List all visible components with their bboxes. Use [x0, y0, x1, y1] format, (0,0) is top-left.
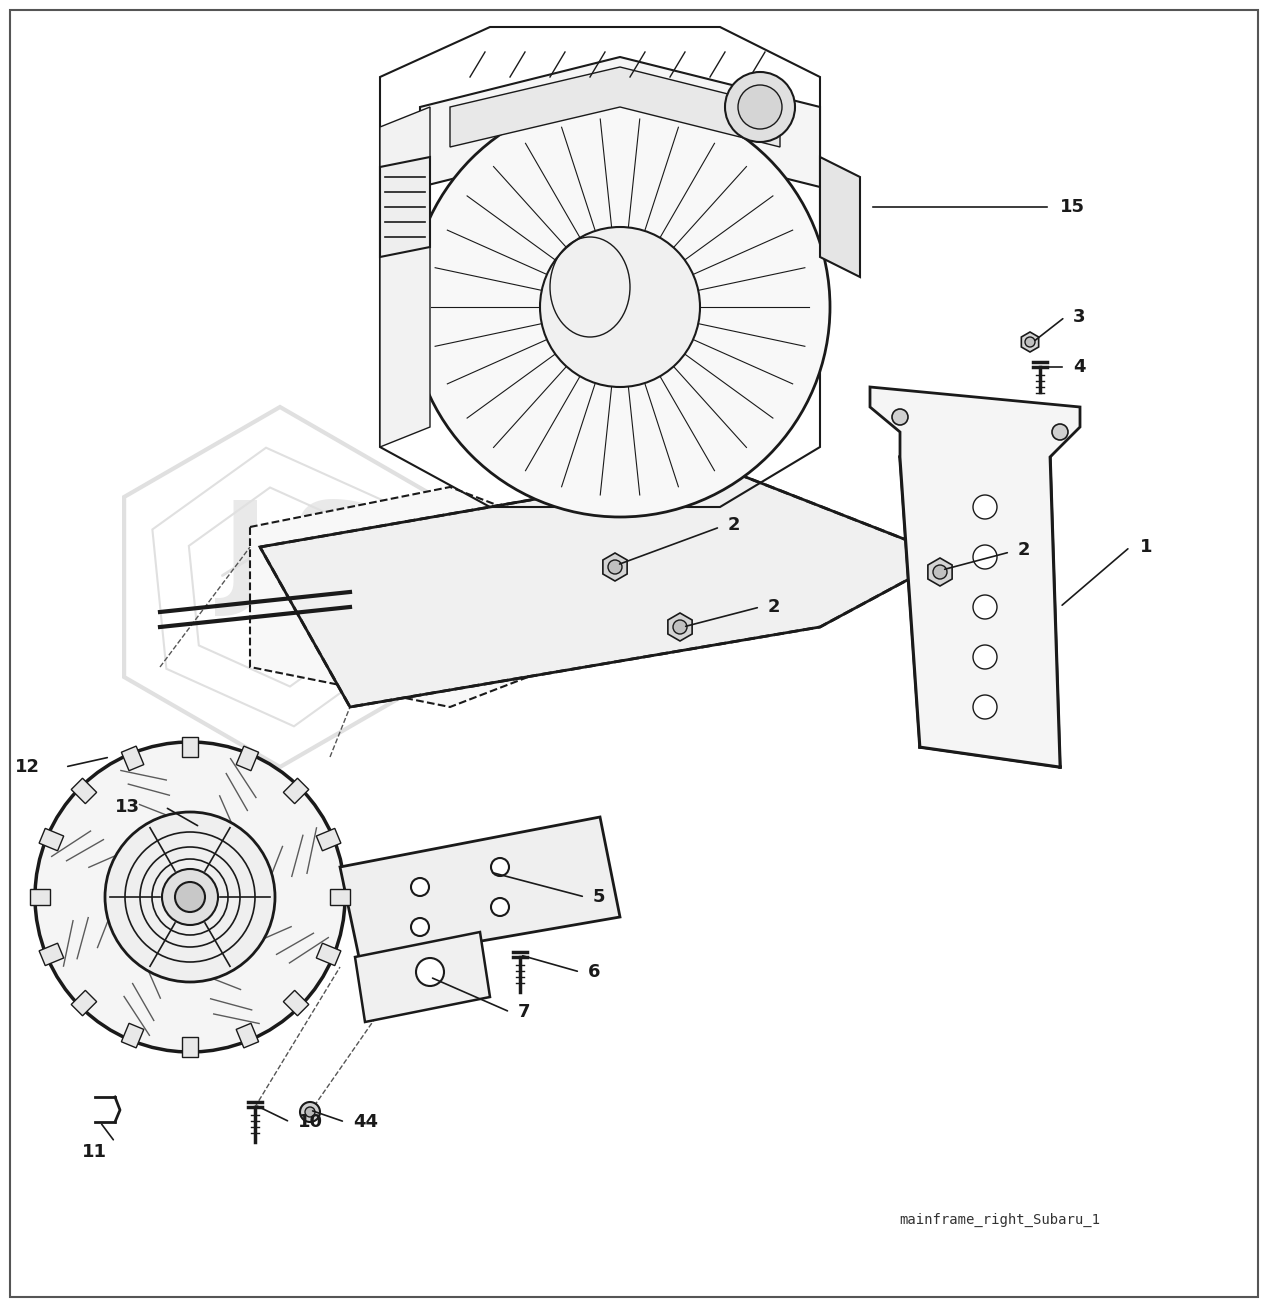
Circle shape	[607, 559, 623, 574]
Text: 44: 44	[353, 1114, 378, 1131]
Text: 2: 2	[768, 599, 781, 616]
Circle shape	[1052, 423, 1068, 440]
Text: J: J	[222, 497, 269, 617]
Text: 13: 13	[115, 799, 139, 816]
Polygon shape	[355, 932, 489, 1022]
Circle shape	[973, 595, 997, 620]
Text: 2: 2	[1018, 541, 1031, 559]
Circle shape	[738, 85, 782, 129]
Polygon shape	[380, 107, 430, 447]
Circle shape	[162, 869, 218, 925]
Text: 11: 11	[82, 1144, 107, 1161]
Polygon shape	[420, 58, 820, 187]
Circle shape	[1025, 337, 1035, 346]
Polygon shape	[1021, 332, 1038, 352]
Polygon shape	[260, 467, 950, 707]
Text: 15: 15	[1060, 197, 1085, 216]
Polygon shape	[39, 944, 63, 966]
Polygon shape	[450, 67, 780, 146]
Text: 1: 1	[1140, 538, 1153, 555]
Polygon shape	[602, 553, 628, 582]
Circle shape	[973, 644, 997, 669]
Polygon shape	[283, 778, 309, 804]
Polygon shape	[340, 817, 620, 962]
Text: 6: 6	[588, 963, 601, 982]
Text: 10: 10	[298, 1114, 323, 1131]
Text: 2: 2	[728, 516, 741, 535]
Circle shape	[301, 1102, 320, 1121]
Text: 4: 4	[1073, 358, 1085, 376]
Circle shape	[725, 72, 795, 142]
Circle shape	[933, 565, 947, 579]
Polygon shape	[316, 829, 341, 851]
Polygon shape	[122, 1023, 143, 1048]
Polygon shape	[183, 1036, 198, 1057]
Circle shape	[105, 812, 275, 982]
Circle shape	[36, 742, 345, 1052]
Polygon shape	[330, 889, 350, 904]
Polygon shape	[183, 737, 198, 757]
Circle shape	[673, 620, 687, 634]
Polygon shape	[928, 558, 952, 586]
Circle shape	[175, 882, 205, 912]
Polygon shape	[71, 991, 96, 1016]
Polygon shape	[870, 387, 1080, 767]
Polygon shape	[236, 746, 259, 771]
Circle shape	[973, 695, 997, 719]
Polygon shape	[39, 829, 63, 851]
Polygon shape	[380, 157, 430, 257]
Circle shape	[491, 898, 508, 916]
Circle shape	[973, 495, 997, 519]
Text: mainframe_right_Subaru_1: mainframe_right_Subaru_1	[899, 1213, 1101, 1227]
Text: 12: 12	[15, 758, 41, 776]
Circle shape	[491, 857, 508, 876]
Text: 3: 3	[1073, 308, 1085, 325]
Circle shape	[410, 97, 831, 518]
Circle shape	[973, 545, 997, 569]
Polygon shape	[71, 778, 96, 804]
Text: 7: 7	[519, 1002, 530, 1021]
Circle shape	[306, 1107, 314, 1117]
Polygon shape	[250, 488, 579, 707]
Polygon shape	[122, 746, 143, 771]
Circle shape	[416, 958, 444, 985]
Polygon shape	[283, 991, 309, 1016]
Polygon shape	[668, 613, 692, 640]
Polygon shape	[30, 889, 49, 904]
Circle shape	[411, 918, 429, 936]
Text: S: S	[290, 497, 380, 617]
Circle shape	[891, 409, 908, 425]
Circle shape	[540, 227, 700, 387]
Circle shape	[411, 878, 429, 897]
Text: 5: 5	[593, 887, 606, 906]
Polygon shape	[236, 1023, 259, 1048]
Polygon shape	[316, 944, 341, 966]
Polygon shape	[820, 157, 860, 277]
